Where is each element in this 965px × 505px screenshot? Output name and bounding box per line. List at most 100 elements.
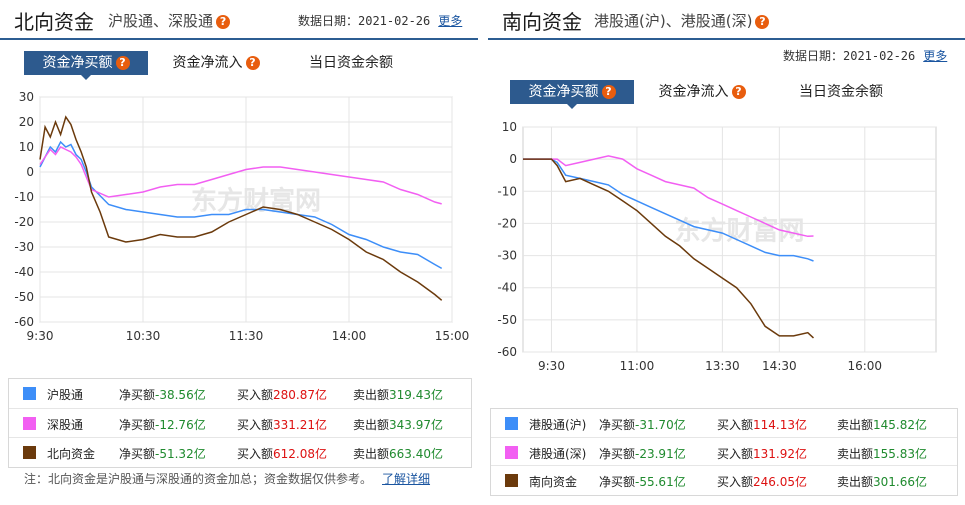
x-tick-label: 16:00 — [847, 359, 882, 373]
sell-value: 301.66亿 — [873, 475, 928, 489]
note-text: 注：北向资金是沪股通与深股通的资金加总；资金数据仅供参考。 — [24, 472, 373, 486]
tab-label: 资金净流入 — [658, 84, 729, 100]
help-icon[interactable]: ? — [245, 56, 260, 70]
legend-swatch — [505, 417, 518, 430]
chart-svg: -60 -50 -40 -30 -20 -10 0 10 20 30 9:30 10:30 11:30 1… — [14, 90, 470, 343]
y-tick-label: 10 — [502, 120, 517, 134]
sell-value: 155.83亿 — [873, 447, 928, 461]
help-icon[interactable]: ? — [755, 15, 770, 29]
north-date-label: 数据日期：2021-02-26 — [298, 14, 431, 28]
net-label: 净买额 — [599, 475, 636, 489]
series-line — [523, 158, 814, 262]
south-subtitle-a[interactable]: 港股通(沪) — [594, 12, 666, 30]
y-tick-label: -40 — [14, 265, 34, 279]
tab-caret — [81, 75, 91, 80]
sell-label: 卖出额 — [837, 475, 874, 489]
x-tick-label: 14:30 — [762, 359, 797, 373]
north-subtitle: 沪股通、深股通? — [108, 10, 231, 31]
help-icon[interactable]: ? — [731, 85, 746, 99]
net-value: -23.91亿 — [635, 447, 686, 461]
legend-swatch — [23, 417, 36, 430]
tab-balance[interactable]: 当日资金余额 — [296, 51, 406, 75]
legend-swatch — [23, 387, 36, 400]
buy-label: 买入额 — [717, 475, 754, 489]
south-subtitle-b[interactable]: 港股通(深) — [680, 12, 753, 30]
legend-row: 港股通(深) 净买额-23.91亿 买入额131.92亿 卖出额155.83亿 — [491, 437, 957, 467]
x-tick-label: 9:30 — [27, 329, 54, 343]
net-value: -12.76亿 — [155, 418, 206, 432]
plot-area — [522, 126, 937, 353]
tab-label: 资金净流入 — [172, 55, 243, 71]
help-icon[interactable]: ? — [115, 56, 130, 70]
x-tick-label: 11:00 — [620, 359, 655, 373]
y-tick-label: -60 — [497, 345, 517, 359]
buy-label: 买入额 — [717, 447, 754, 461]
north-subtitle-sep: 、 — [153, 12, 169, 30]
south-chart: -60 -50 -40 -30 -20 -10 0 10 9:30 11:00 13:30 14:30… — [488, 112, 965, 380]
y-tick-label: -20 — [497, 216, 517, 230]
legend-net: 净买额-23.91亿 — [599, 445, 686, 462]
tab-label: 当日资金余额 — [309, 55, 393, 71]
buy-value: 280.87亿 — [273, 388, 328, 402]
north-chart: -60 -50 -40 -30 -20 -10 0 10 20 30 9:30 10:30 11:30 1… — [0, 85, 478, 355]
x-tick-label: 9:30 — [538, 359, 565, 373]
legend-name: 港股通(沪) — [529, 418, 587, 432]
legend-net: 净买额-31.70亿 — [599, 416, 686, 433]
legend-buy: 买入额612.08亿 — [237, 445, 327, 462]
south-date: 数据日期：2021-02-26 更多 — [783, 47, 947, 64]
y-tick-label: -30 — [14, 240, 34, 254]
series-line — [39, 146, 442, 205]
tab-net-inflow[interactable]: 资金净流入? — [166, 51, 266, 75]
help-icon[interactable]: ? — [601, 85, 616, 99]
south-more-link[interactable]: 更多 — [923, 49, 948, 63]
y-tick-label: 10 — [19, 140, 34, 154]
y-tick-label: 20 — [19, 115, 34, 129]
y-tick-label: -40 — [497, 281, 517, 295]
buy-value: 114.13亿 — [753, 418, 808, 432]
north-subtitle-b[interactable]: 深股通 — [168, 12, 214, 30]
tab-net-buy[interactable]: 资金净买额? — [510, 80, 634, 104]
sell-label: 卖出额 — [353, 447, 390, 461]
legend-sell: 卖出额663.40亿 — [353, 445, 443, 462]
north-panel: 北向资金 沪股通、深股通? 数据日期：2021-02-26 更多 资金净买额? 资… — [0, 0, 478, 505]
buy-value: 246.05亿 — [753, 475, 808, 489]
y-tick-label: 0 — [26, 165, 34, 179]
x-tick-label: 13:30 — [705, 359, 740, 373]
tab-balance[interactable]: 当日资金余额 — [786, 80, 896, 104]
north-legend: 沪股通 净买额-38.56亿 买入额280.87亿 卖出额319.43亿 深股通… — [8, 378, 472, 468]
legend-sell: 卖出额319.43亿 — [353, 386, 443, 403]
sell-label: 卖出额 — [353, 418, 390, 432]
legend-name: 沪股通 — [47, 388, 84, 402]
y-tick-label: -20 — [14, 215, 34, 229]
sell-label: 卖出额 — [837, 418, 874, 432]
south-subtitle: 港股通(沪)、港股通(深)? — [594, 10, 770, 31]
south-panel: 南向资金 港股通(沪)、港股通(深)? 数据日期：2021-02-26 更多 资金… — [488, 0, 965, 505]
tab-net-inflow[interactable]: 资金净流入? — [652, 80, 752, 104]
north-title: 北向资金 — [14, 10, 94, 34]
sell-value: 145.82亿 — [873, 418, 928, 432]
series-line — [523, 158, 815, 339]
south-legend: 港股通(沪) 净买额-31.70亿 买入额114.13亿 卖出额145.82亿 … — [490, 408, 958, 496]
sell-value: 319.43亿 — [389, 388, 444, 402]
learn-more-link[interactable]: 了解详细 — [382, 472, 431, 486]
y-tick-label: -10 — [497, 184, 517, 198]
legend-name: 北向资金 — [47, 447, 96, 461]
net-value: -38.56亿 — [155, 388, 206, 402]
x-tick-label: 15:00 — [435, 329, 470, 343]
legend-buy: 买入额280.87亿 — [237, 386, 327, 403]
legend-buy: 买入额246.05亿 — [717, 473, 807, 490]
south-date-label: 数据日期：2021-02-26 — [783, 49, 916, 63]
legend-name: 深股通 — [47, 418, 84, 432]
north-more-link[interactable]: 更多 — [438, 14, 463, 28]
y-tick-label: 0 — [509, 152, 517, 166]
south-tabs: 资金净买额? 资金净流入? 当日资金余额 — [510, 80, 930, 109]
tab-net-buy[interactable]: 资金净买额? — [24, 51, 148, 75]
help-icon[interactable]: ? — [216, 15, 231, 29]
y-tick-label: -60 — [14, 315, 34, 329]
legend-net: 净买额-51.32亿 — [119, 445, 206, 462]
legend-name: 港股通(深) — [529, 447, 587, 461]
net-value: -31.70亿 — [635, 418, 686, 432]
north-subtitle-a[interactable]: 沪股通 — [108, 12, 154, 30]
north-header: 北向资金 沪股通、深股通? 数据日期：2021-02-26 更多 — [0, 0, 478, 40]
tab-label: 当日资金余额 — [799, 84, 883, 100]
